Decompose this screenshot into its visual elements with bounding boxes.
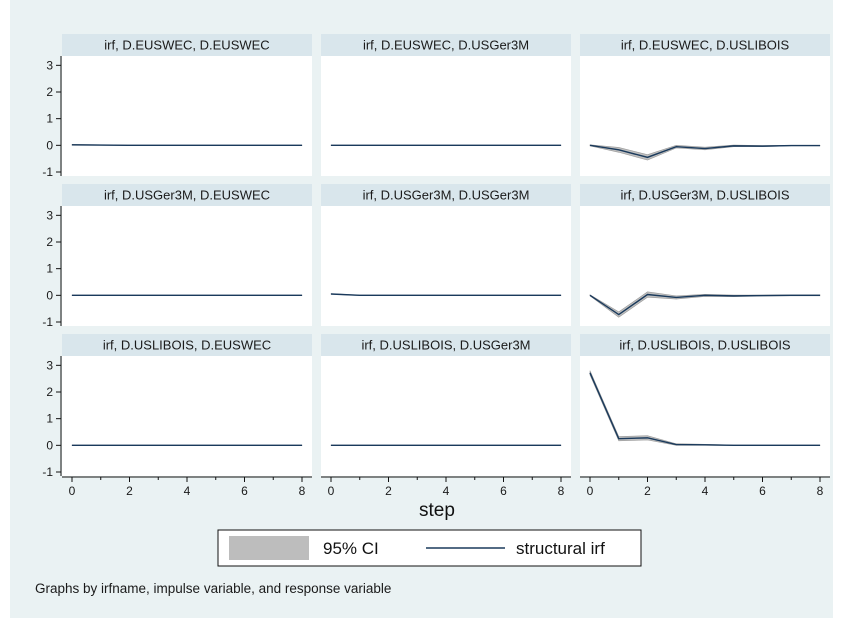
y-tick-label: 2: [46, 85, 53, 99]
plot-area: [580, 206, 830, 326]
panel-header: [62, 34, 312, 56]
x-tick-label: 0: [69, 484, 76, 498]
y-tick-label: 0: [46, 438, 53, 452]
plot-area: [580, 56, 830, 176]
x-tick-label: 4: [184, 484, 191, 498]
y-tick-label: 1: [46, 262, 53, 276]
panel-header: [580, 184, 830, 206]
y-tick-label: 3: [46, 208, 53, 222]
panel-title: irf, D.EUSWEC, D.USGer3M: [363, 38, 529, 53]
panel-title: irf, D.EUSWEC, D.EUSWEC: [104, 38, 269, 53]
legend-label-ci: 95% CI: [323, 539, 379, 558]
panel-title: irf, D.USGer3M, D.EUSWEC: [104, 188, 270, 203]
y-tick-label: 2: [46, 385, 53, 399]
irf-line: [71, 144, 302, 147]
x-tick-label: 2: [385, 484, 392, 498]
plot-area: [321, 56, 571, 176]
y-tick-label: 1: [46, 412, 53, 426]
panel-title: irf, D.USGer3M, D.USLIBOIS: [620, 188, 789, 203]
y-tick-label: 3: [46, 58, 53, 72]
plot-area: [62, 56, 312, 176]
panel-title: irf, D.EUSWEC, D.USLIBOIS: [621, 38, 790, 53]
panel-title: irf, D.USLIBOIS, D.USGer3M: [361, 338, 530, 353]
panel-header: [580, 34, 830, 56]
y-tick-label: -1: [42, 315, 53, 329]
plot-area: [62, 356, 312, 476]
legend-swatch-ci: [229, 536, 309, 560]
x-tick-label: 2: [126, 484, 133, 498]
x-tick-label: 8: [299, 484, 306, 498]
x-tick-label: 8: [817, 484, 824, 498]
panel-header: [62, 184, 312, 206]
irf-line: [589, 372, 820, 447]
x-tick-label: 2: [644, 484, 651, 498]
panel-3: irf, D.EUSWEC, D.USLIBOIS: [580, 34, 830, 176]
irf-line: [589, 144, 820, 159]
y-tick-label: 2: [46, 235, 53, 249]
panel-header: [321, 184, 571, 206]
panel-title: irf, D.USGer3M, D.USGer3M: [363, 188, 530, 203]
panel-7: irf, D.USLIBOIS, D.EUSWEC -1 0 1 2 3 0 2 4 6 8: [42, 334, 312, 498]
panel-4: irf, D.USGer3M, D.EUSWEC -1 0 1 2 3: [42, 184, 312, 329]
y-tick-label: -1: [42, 465, 53, 479]
panel-title: irf, D.USLIBOIS, D.EUSWEC: [103, 338, 271, 353]
x-tick-label: 4: [702, 484, 709, 498]
y-tick-label: 3: [46, 358, 53, 372]
y-tick-label: 1: [46, 112, 53, 126]
y-tick-label: 0: [46, 138, 53, 152]
panel-8: irf, D.USLIBOIS, D.USGer3M 0 2 4 6 8: [321, 334, 571, 498]
panel-header: [321, 34, 571, 56]
irf-line: [330, 293, 561, 297]
x-tick-label: 8: [558, 484, 565, 498]
plot-area: [321, 356, 571, 476]
plot-area: [62, 206, 312, 326]
panel-1: irf, D.EUSWEC, D.EUSWEC -1 0 1 2 3: [42, 34, 312, 179]
x-tick-label: 6: [500, 484, 507, 498]
legend-label-irf: structural irf: [516, 539, 605, 558]
panel-header: [62, 334, 312, 356]
x-tick-label: 0: [587, 484, 594, 498]
plot-area: [321, 206, 571, 326]
panel-5: irf, D.USGer3M, D.USGer3M: [321, 184, 571, 326]
panel-header: [321, 334, 571, 356]
y-tick-label: 0: [46, 288, 53, 302]
x-tick-label: 6: [241, 484, 248, 498]
x-tick-label: 4: [443, 484, 450, 498]
panel-9: irf, D.USLIBOIS, D.USLIBOIS 0 2 4 6 8: [580, 334, 830, 498]
x-tick-label: 0: [328, 484, 335, 498]
legend: 95% CI structural irf: [217, 529, 642, 567]
graph-note: Graphs by irfname, impulse variable, and…: [35, 581, 391, 596]
panel-title: irf, D.USLIBOIS, D.USLIBOIS: [619, 338, 791, 353]
x-axis-title: step: [419, 500, 455, 521]
plot-area: [580, 356, 830, 476]
panel-header: [580, 334, 830, 356]
panel-6: irf, D.USGer3M, D.USLIBOIS: [580, 184, 830, 326]
y-tick-label: -1: [42, 165, 53, 179]
figure-background: irf, D.EUSWEC, D.EUSWEC -1 0 1 2 3 irf, D.EUSW…: [10, 0, 833, 618]
irf-line: [589, 293, 820, 316]
x-tick-label: 6: [759, 484, 766, 498]
panel-2: irf, D.EUSWEC, D.USGer3M: [321, 34, 571, 176]
